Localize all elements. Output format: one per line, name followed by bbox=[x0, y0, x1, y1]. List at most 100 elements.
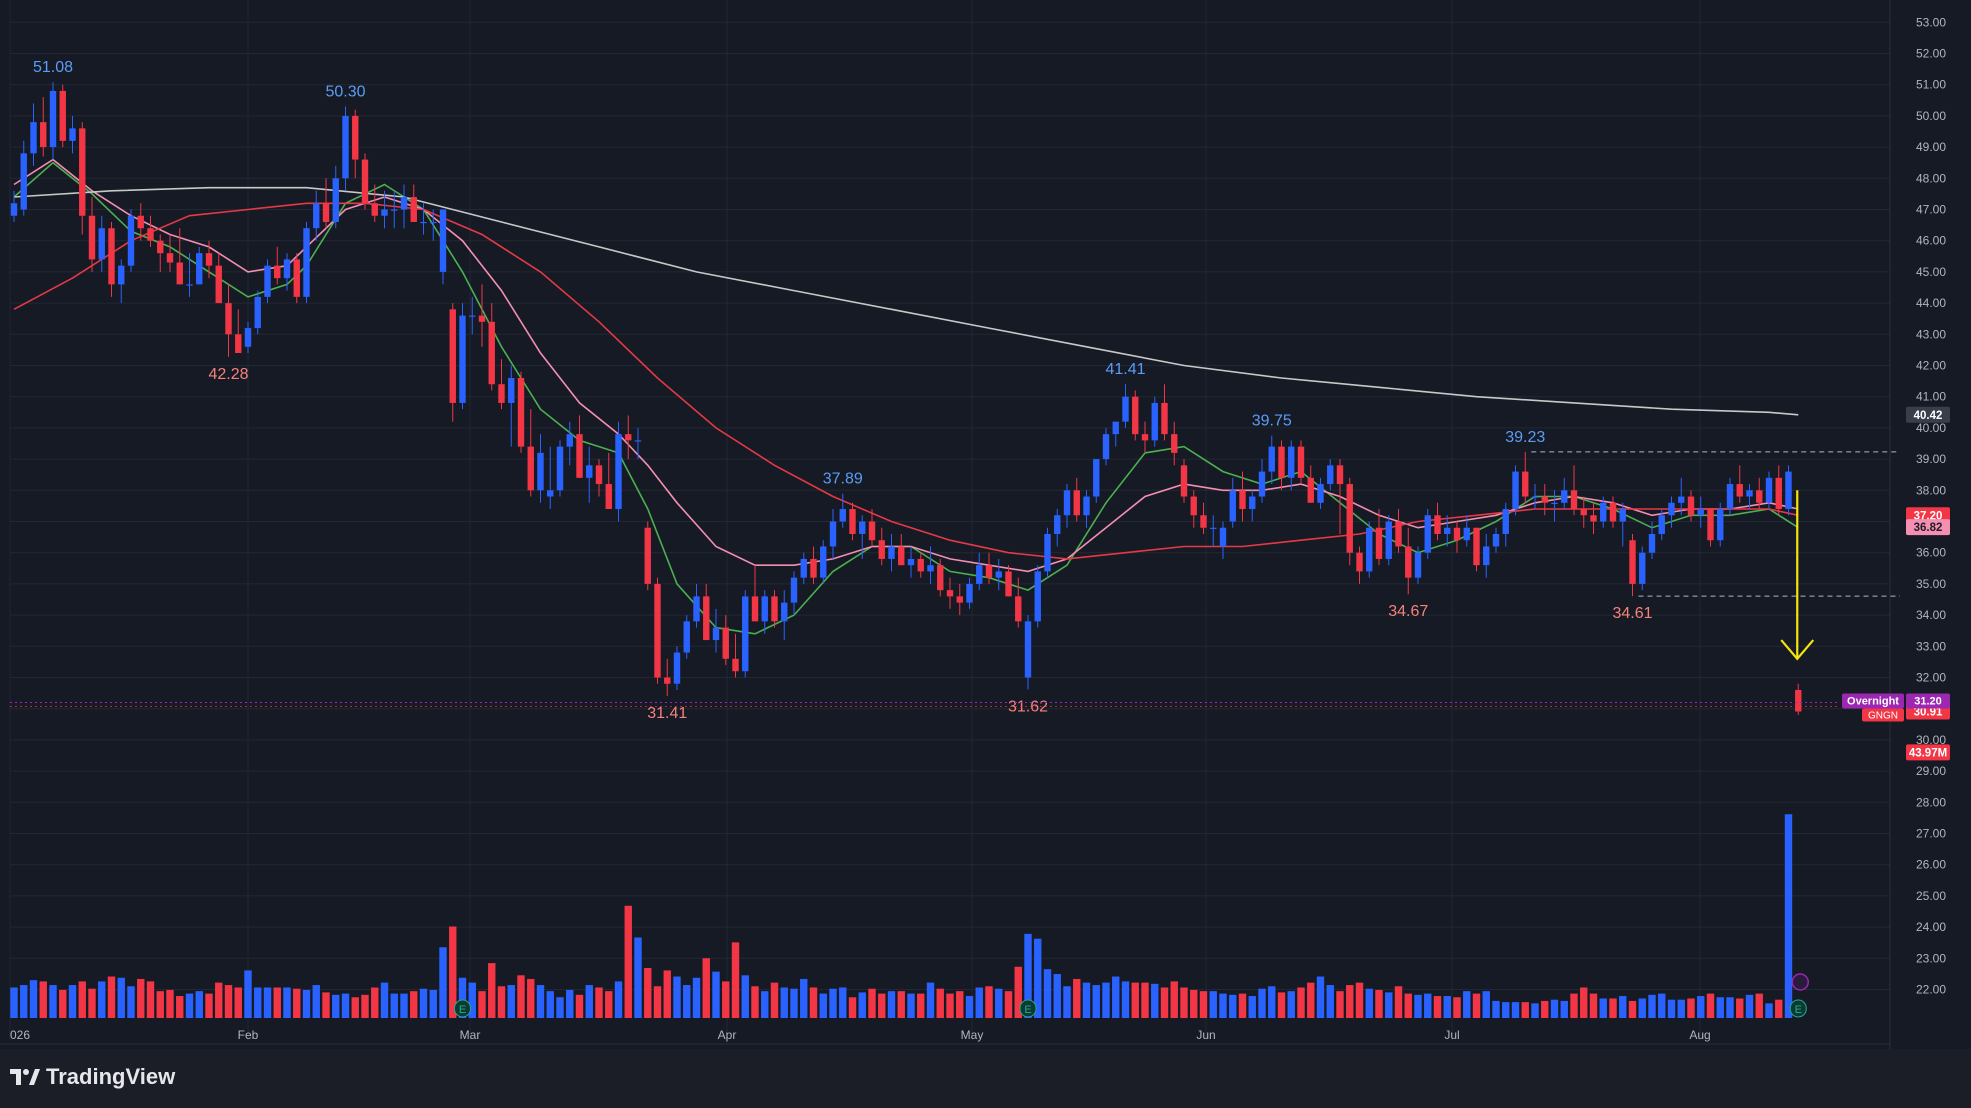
candle-body bbox=[235, 334, 242, 354]
candle-body bbox=[761, 596, 768, 622]
candle-body bbox=[1765, 477, 1773, 503]
candle-body bbox=[342, 115, 349, 179]
candle-body bbox=[196, 253, 203, 285]
volume-bar bbox=[88, 988, 96, 1018]
price-chart[interactable]: 22.00 23.00 24.00 25.00 26.00 27.00 28.00 29.00… bbox=[0, 0, 1971, 1049]
candle-body bbox=[1795, 689, 1802, 712]
volume-bar bbox=[653, 986, 662, 1018]
y-tick-label: 52.00 bbox=[1916, 47, 1946, 61]
candle-body bbox=[283, 259, 291, 279]
volume-bar bbox=[234, 987, 242, 1018]
candle-body bbox=[274, 265, 281, 279]
volume-bar bbox=[380, 982, 389, 1018]
peak-low-label: 31.62 bbox=[1008, 698, 1048, 715]
volume-bar bbox=[1229, 994, 1237, 1018]
volume-bar bbox=[1199, 991, 1208, 1018]
volume-bar bbox=[429, 989, 437, 1018]
candle-body bbox=[1015, 596, 1022, 622]
candle-body bbox=[391, 209, 398, 211]
candle-body bbox=[1414, 552, 1422, 578]
y-tick-label: 26.00 bbox=[1916, 858, 1946, 872]
y-tick-label: 46.00 bbox=[1916, 234, 1946, 248]
candle-body bbox=[1678, 496, 1685, 503]
volume-bar bbox=[751, 986, 759, 1018]
volume-bar bbox=[614, 981, 623, 1018]
session-lightning-icon[interactable] bbox=[1791, 973, 1809, 991]
volume-bar bbox=[1775, 999, 1783, 1018]
volume-bar bbox=[712, 971, 720, 1018]
candle-body bbox=[907, 558, 915, 566]
volume-bar bbox=[897, 991, 905, 1018]
candle-body bbox=[1658, 515, 1665, 534]
volume-bar bbox=[1443, 996, 1451, 1018]
y-tick-label: 53.00 bbox=[1916, 15, 1946, 29]
volume-bar bbox=[59, 989, 67, 1018]
tradingview-brand[interactable]: TradingView bbox=[10, 1064, 175, 1090]
volume-bar bbox=[507, 985, 515, 1018]
candle-body bbox=[527, 446, 534, 491]
candle-body bbox=[20, 153, 27, 210]
y-tick-label: 48.00 bbox=[1916, 171, 1946, 185]
candle-body bbox=[644, 527, 651, 584]
overnight-badge bbox=[1842, 693, 1904, 709]
volume-bar bbox=[1180, 987, 1188, 1018]
volume-bar bbox=[780, 987, 788, 1018]
volume-bar bbox=[1521, 1002, 1529, 1018]
candle-body bbox=[1327, 465, 1334, 485]
candle-body bbox=[800, 558, 807, 578]
volume-bar bbox=[1628, 1000, 1637, 1018]
volume-bar bbox=[1219, 993, 1227, 1018]
volume-bar bbox=[488, 963, 496, 1018]
candle-body bbox=[166, 253, 174, 263]
volume-bar bbox=[1160, 987, 1169, 1018]
candle-body bbox=[410, 197, 417, 222]
volume-bar bbox=[68, 985, 77, 1018]
candle-body bbox=[176, 262, 183, 285]
candle-body bbox=[400, 197, 408, 210]
earnings-marker-icon[interactable] bbox=[454, 999, 471, 1018]
volume-bar bbox=[936, 988, 944, 1018]
volume-bar bbox=[244, 970, 252, 1018]
volume-bar bbox=[1170, 981, 1178, 1018]
volume-bar bbox=[634, 937, 642, 1018]
candle-body bbox=[1258, 471, 1266, 497]
peak-high-label: 51.08 bbox=[33, 59, 73, 76]
price-tag bbox=[1906, 744, 1950, 761]
candle-body bbox=[430, 221, 437, 224]
volume-bar bbox=[449, 926, 457, 1018]
candle-body bbox=[108, 228, 115, 285]
candle-body bbox=[1171, 434, 1178, 453]
volume-bar bbox=[1589, 993, 1598, 1018]
candle-body bbox=[839, 509, 846, 522]
x-tick-label: Jun bbox=[1196, 1028, 1215, 1042]
tradingview-logo-icon bbox=[10, 1069, 40, 1085]
peak-low-label: 42.28 bbox=[208, 366, 248, 383]
candle-body bbox=[147, 228, 154, 241]
volume-bar bbox=[907, 993, 915, 1018]
candle-body bbox=[615, 434, 622, 510]
candle-body bbox=[59, 90, 66, 141]
volume-bar bbox=[1346, 985, 1354, 1018]
y-tick-label: 30.00 bbox=[1916, 733, 1946, 747]
candle-body bbox=[586, 465, 593, 478]
candle-body bbox=[1629, 540, 1636, 584]
x-tick-label: Feb bbox=[238, 1028, 259, 1042]
candle-body bbox=[361, 159, 369, 204]
earnings-marker-icon[interactable] bbox=[1019, 999, 1037, 1018]
volume-bar bbox=[1531, 1003, 1539, 1018]
volume-bar bbox=[1024, 933, 1032, 1018]
y-tick-label: 28.00 bbox=[1916, 795, 1946, 809]
candle-body bbox=[537, 452, 544, 491]
candle-body bbox=[1609, 502, 1617, 522]
volume-bar bbox=[1570, 993, 1578, 1018]
x-tick-label: Jul bbox=[1444, 1028, 1459, 1042]
volume-bar bbox=[917, 993, 925, 1018]
volume-bar bbox=[98, 981, 106, 1018]
volume-bar bbox=[137, 978, 145, 1018]
volume-bar bbox=[585, 985, 593, 1018]
y-tick-label: 50.00 bbox=[1916, 109, 1946, 123]
earnings-marker-icon[interactable] bbox=[1789, 999, 1807, 1018]
candle-body bbox=[517, 377, 525, 447]
candle-body bbox=[976, 565, 983, 584]
